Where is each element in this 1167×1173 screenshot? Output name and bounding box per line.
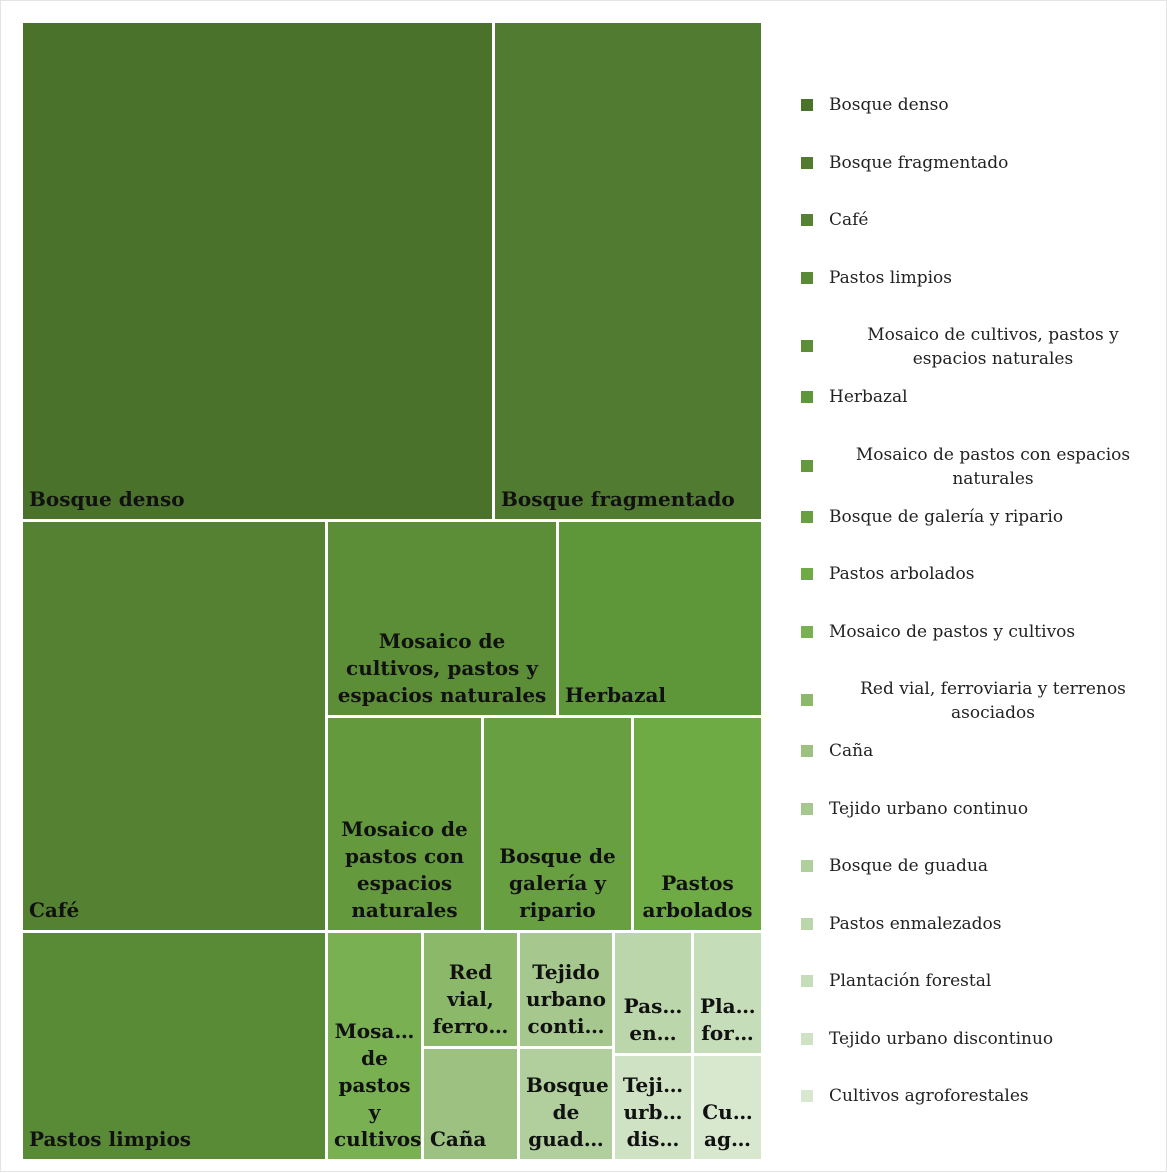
- treemap-tile[interactable]: Bosque de galería y ripario: [484, 718, 634, 933]
- legend-item[interactable]: Mosaico de cultivos, pastos y espacios n…: [797, 323, 1157, 371]
- legend-item[interactable]: Bosque de galería y ripario: [797, 505, 1157, 529]
- legend-label: Pastos arbolados: [829, 564, 975, 584]
- treemap-tile[interactable]: Cu… ag…: [694, 1056, 764, 1162]
- legend-item[interactable]: Bosque de guadua: [797, 854, 1157, 878]
- legend-swatch: [801, 625, 813, 638]
- legend-item[interactable]: Caña: [797, 739, 1157, 763]
- treemap-tile[interactable]: Pla… for…: [694, 933, 764, 1056]
- legend-swatch: [801, 568, 813, 580]
- legend-swatch: [801, 391, 813, 403]
- legend-item[interactable]: Pastos arbolados: [797, 562, 1157, 586]
- treemap-tile-label: Mosa… de pastos y cultivos: [334, 1019, 422, 1151]
- treemap-tile[interactable]: Pastos arbolados: [634, 718, 764, 933]
- treemap-tile-label: Red vial, ferro…: [432, 960, 509, 1038]
- legend-label: Pastos enmalezados: [829, 913, 1002, 934]
- treemap-tile-label: Pastos limpios: [29, 1127, 192, 1151]
- legend-item[interactable]: Mosaico de pastos con espacios naturales: [797, 443, 1157, 491]
- legend-swatch: [801, 802, 813, 815]
- legend-item[interactable]: Bosque denso: [797, 93, 1157, 117]
- legend-swatch: [801, 459, 813, 472]
- legend-label: Plantación forestal: [829, 971, 992, 991]
- legend-item[interactable]: Café: [797, 208, 1157, 232]
- legend-label: Café: [829, 210, 869, 230]
- legend-item[interactable]: Cultivos agroforestales: [797, 1084, 1157, 1108]
- legend-swatch: [801, 1090, 813, 1102]
- legend-item[interactable]: Herbazal: [797, 385, 1157, 409]
- treemap-tile-label: Mosaico de pastos con espacios naturales: [341, 817, 468, 922]
- legend-swatch: [801, 510, 813, 523]
- treemap-tile[interactable]: Teji… urb… dis…: [615, 1056, 694, 1162]
- legend-label: Bosque de galería y ripario: [829, 506, 1064, 527]
- legend-label: Mosaico de pastos con espacios naturales: [855, 444, 1131, 489]
- legend-swatch: [801, 271, 813, 284]
- treemap-tile-label: Mosaico de cultivos, pastos y espacios n…: [337, 629, 547, 707]
- legend-label: Herbazal: [829, 387, 908, 407]
- treemap-tile[interactable]: Café: [23, 522, 328, 933]
- legend-item[interactable]: Bosque fragmentado: [797, 151, 1157, 175]
- legend-swatch: [801, 745, 813, 757]
- legend-label: Pastos limpios: [829, 267, 953, 288]
- legend-swatch: [801, 860, 813, 872]
- treemap-tile[interactable]: Tejido urbano conti…: [520, 933, 615, 1049]
- legend-swatch: [801, 917, 813, 930]
- legend-swatch: [801, 340, 813, 352]
- legend-item[interactable]: Pastos enmalezados: [797, 912, 1157, 936]
- treemap-tile[interactable]: Red vial, ferro…: [424, 933, 520, 1049]
- legend-label: Mosaico de pastos y cultivos: [829, 621, 1076, 642]
- treemap-tile-label: Bosque de galería y ripario: [499, 844, 616, 922]
- legend-item[interactable]: Tejido urbano discontinuo: [797, 1027, 1157, 1051]
- treemap-tile[interactable]: Caña: [424, 1049, 520, 1162]
- treemap: Bosque denso Bosque fragmentado Café Pastos…: [23, 23, 764, 1162]
- treemap-tile-label: Teji… urb… dis…: [622, 1073, 684, 1151]
- legend-swatch: [801, 1032, 813, 1045]
- treemap-tile-label: Bosque fragmentado: [501, 487, 735, 511]
- legend: Bosque denso Bosque fragmentado Café Pastos…: [797, 1, 1157, 1173]
- legend-label: Bosque fragmentado: [829, 152, 1009, 173]
- treemap-tile[interactable]: Herbazal: [559, 522, 764, 718]
- treemap-tile[interactable]: Mosa… de pastos y cultivos: [328, 933, 424, 1162]
- treemap-tile-label: Bosque de guad…: [526, 1073, 609, 1151]
- treemap-tile-label: Caña: [430, 1127, 487, 1151]
- treemap-tile-label: Café: [29, 898, 80, 922]
- legend-label: Cultivos agroforestales: [829, 1086, 1029, 1106]
- legend-label: Red vial, ferroviaria y terrenos asociad…: [860, 679, 1126, 723]
- legend-item[interactable]: Plantación forestal: [797, 969, 1157, 993]
- legend-label: Caña: [829, 741, 874, 761]
- legend-swatch: [801, 99, 813, 111]
- treemap-tile-label: Cu… ag…: [702, 1100, 753, 1151]
- treemap-tile[interactable]: Mosaico de cultivos, pastos y espacios n…: [328, 522, 559, 718]
- legend-label: Tejido urbano continuo: [829, 798, 1029, 819]
- treemap-tile[interactable]: Bosque denso: [23, 23, 495, 522]
- treemap-tile[interactable]: Bosque de guad…: [520, 1049, 615, 1162]
- legend-swatch: [801, 156, 813, 169]
- treemap-tile[interactable]: Mosaico de pastos con espacios naturales: [328, 718, 484, 933]
- legend-item[interactable]: Tejido urbano continuo: [797, 797, 1157, 821]
- legend-swatch: [801, 975, 813, 987]
- legend-item[interactable]: Pastos limpios: [797, 266, 1157, 290]
- legend-label: Mosaico de cultivos, pastos y espacios n…: [867, 325, 1119, 369]
- treemap-tile-label: Pas… en…: [623, 994, 683, 1045]
- legend-item[interactable]: Red vial, ferroviaria y terrenos asociad…: [797, 677, 1157, 725]
- legend-label: Bosque de guadua: [829, 856, 989, 876]
- legend-swatch: [801, 694, 813, 706]
- treemap-tile-label: Pastos arbolados: [642, 871, 753, 922]
- legend-label: Tejido urbano discontinuo: [829, 1028, 1054, 1049]
- legend-item[interactable]: Mosaico de pastos y cultivos: [797, 620, 1157, 644]
- treemap-tile-label: Herbazal: [565, 683, 667, 707]
- treemap-tile[interactable]: Bosque fragmentado: [495, 23, 764, 522]
- legend-label: Bosque denso: [829, 95, 949, 115]
- treemap-tile[interactable]: Pastos limpios: [23, 933, 328, 1162]
- treemap-tile-label: Pla… for…: [700, 994, 756, 1045]
- treemap-tile[interactable]: Pas… en…: [615, 933, 694, 1056]
- treemap-tile-label: Bosque denso: [29, 487, 185, 511]
- legend-swatch: [801, 214, 813, 226]
- treemap-tile-label: Tejido urbano conti…: [526, 960, 606, 1038]
